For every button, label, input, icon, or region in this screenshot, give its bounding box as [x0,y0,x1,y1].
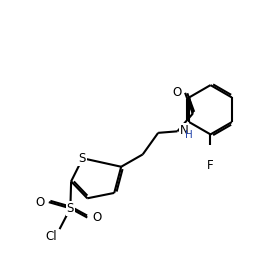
Text: O: O [92,211,101,224]
Text: H: H [185,130,193,140]
Text: F: F [207,159,214,172]
Text: S: S [78,152,85,165]
Text: Cl: Cl [46,230,57,243]
Text: O: O [35,196,44,209]
Text: S: S [67,202,74,215]
Text: O: O [173,86,182,99]
Text: N: N [180,124,189,137]
